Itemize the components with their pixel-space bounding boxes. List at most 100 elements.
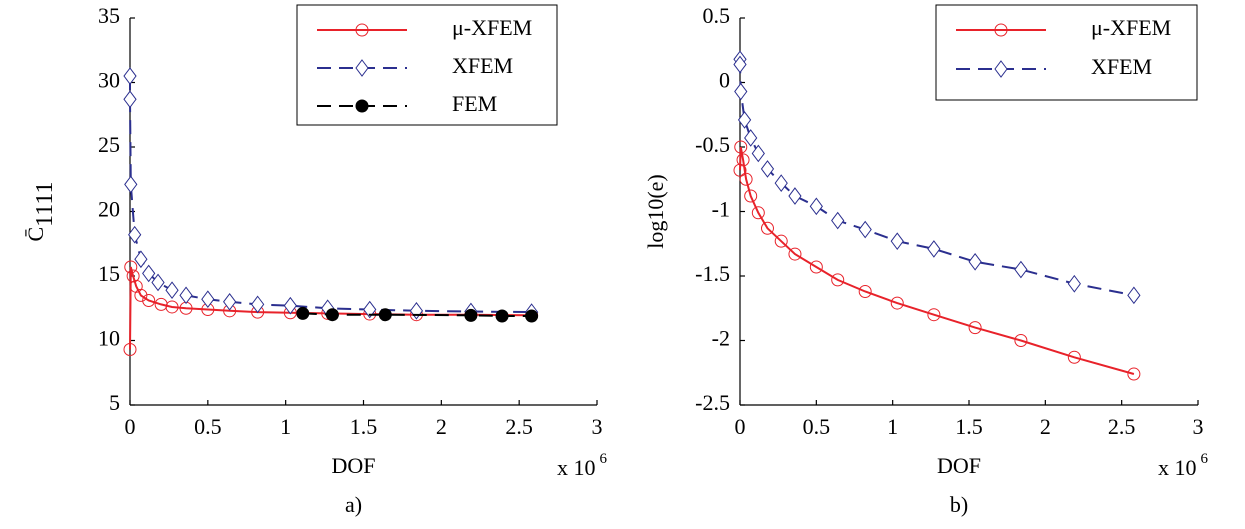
diamond-marker — [142, 264, 156, 283]
y-tick-label: 0.5 — [703, 3, 731, 28]
legend-label: XFEM — [452, 53, 513, 78]
diamond-marker — [734, 82, 748, 101]
x-tick-label: 1.5 — [350, 414, 378, 439]
circle-marker — [355, 23, 369, 37]
diamond-marker — [788, 187, 802, 205]
circle-marker — [739, 172, 753, 186]
x-tick-label: 0.5 — [803, 414, 831, 439]
y-tick-label: -2 — [712, 326, 730, 351]
circle-marker — [126, 269, 140, 283]
diamond-marker — [744, 129, 758, 147]
x-axis-label: DOF — [937, 453, 981, 478]
circle-marker — [788, 247, 802, 261]
circle-marker — [165, 300, 179, 314]
legend-label: FEM — [452, 91, 497, 116]
diamond-marker — [165, 281, 179, 300]
caption: b) — [950, 492, 968, 517]
diamond-marker — [751, 144, 765, 163]
circle-marker — [124, 260, 138, 274]
circle-marker — [736, 153, 750, 167]
x-multiplier: x 10 6 — [557, 451, 608, 480]
y-axis-label: C̄1111 — [23, 181, 57, 241]
diamond-marker — [1014, 260, 1028, 279]
diamond-marker — [760, 160, 775, 178]
x-tick-label: 1 — [280, 414, 291, 439]
diamond-marker — [858, 220, 872, 239]
x-multiplier-exponent: 6 — [1201, 451, 1209, 467]
circle-marker — [994, 23, 1008, 37]
y-axis-label-main: C̄ — [23, 227, 48, 242]
diamond-marker — [123, 90, 137, 109]
x-tick-label: 3 — [1193, 414, 1204, 439]
y-tick-label: -0.5 — [695, 132, 730, 157]
filled-circle-marker — [355, 99, 369, 113]
x-tick-label: 2 — [1040, 414, 1051, 439]
circle-marker — [858, 284, 872, 298]
circle-marker — [968, 321, 982, 335]
circle-marker — [890, 296, 904, 310]
y-axis-label-main: log10(e) — [643, 174, 668, 249]
diamond-marker — [809, 197, 823, 216]
diamond-marker — [363, 300, 377, 319]
diamond-marker — [968, 252, 982, 271]
circle-marker — [774, 234, 788, 248]
filled-circle-marker — [325, 308, 339, 322]
diamond-marker — [128, 225, 142, 244]
diamond-marker — [774, 174, 788, 192]
y-tick-label: 0 — [719, 68, 730, 93]
x-tick-label: 0.5 — [194, 414, 222, 439]
circle-marker — [831, 273, 845, 287]
x-multiplier-base: x 10 — [1158, 455, 1197, 480]
diamond-marker — [737, 111, 752, 129]
filled-circle-marker — [525, 309, 539, 323]
diamond-marker — [994, 60, 1008, 78]
circle-marker — [733, 163, 747, 177]
legend-label: μ-XFEM — [1091, 15, 1171, 40]
diamond-marker — [283, 296, 297, 315]
filled-circle-marker — [378, 308, 392, 322]
circle-marker — [123, 343, 137, 357]
diamond-marker — [733, 55, 747, 74]
diamond-marker — [179, 286, 193, 305]
x-tick-label: 1.5 — [955, 414, 983, 439]
circle-marker — [927, 308, 941, 322]
x-tick-label: 0 — [735, 414, 746, 439]
diamond-marker — [409, 301, 424, 320]
diamond-marker — [124, 175, 138, 194]
filled-circle-marker — [296, 306, 310, 320]
y-tick-label: 30 — [98, 68, 120, 93]
circle-marker — [1014, 334, 1028, 347]
y-tick-label: 5 — [109, 390, 120, 415]
diamond-marker — [151, 273, 165, 292]
y-axis-label: log10(e) — [643, 174, 668, 249]
circle-marker — [1067, 350, 1081, 364]
circle-marker — [760, 221, 774, 235]
x-tick-label: 2 — [436, 414, 447, 439]
x-tick-label: 0 — [125, 414, 136, 439]
diamond-marker — [355, 59, 369, 77]
diamond-marker — [831, 211, 845, 230]
y-tick-label: 10 — [98, 326, 120, 351]
x-multiplier: x 10 6 — [1158, 451, 1209, 480]
legend-box — [935, 4, 1198, 101]
caption: a) — [345, 492, 362, 517]
y-tick-label: -1 — [712, 197, 730, 222]
x-tick-label: 1 — [887, 414, 898, 439]
x-tick-label: 2.5 — [1108, 414, 1136, 439]
diamond-marker — [134, 250, 148, 269]
y-axis-label-subscript: 1111 — [32, 181, 58, 226]
series-line — [129, 76, 532, 314]
circle-marker — [134, 288, 148, 302]
diamond-marker — [251, 295, 265, 314]
filled-circle-marker — [495, 309, 509, 323]
x-multiplier-exponent: 6 — [600, 451, 608, 467]
diamond-marker — [201, 290, 215, 309]
filled-circle-marker — [464, 308, 478, 322]
circle-marker — [142, 294, 156, 308]
series-line — [739, 146, 1135, 375]
diamond-marker — [1127, 286, 1141, 305]
circle-marker — [744, 189, 758, 203]
legend-label: μ-XFEM — [452, 15, 532, 40]
